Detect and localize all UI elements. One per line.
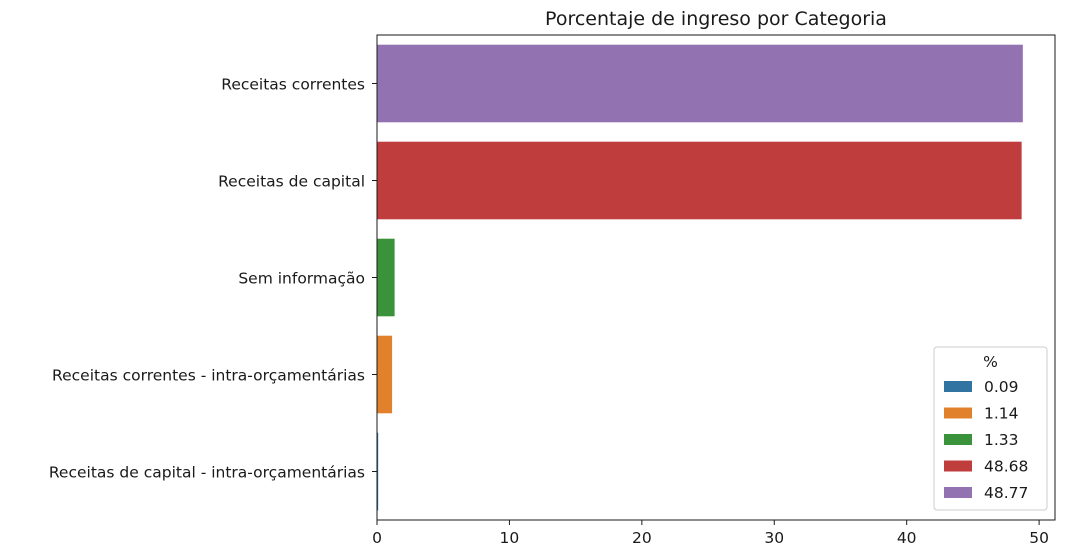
y-axis: Receitas correntes Receitas de capital Sem…	[49, 76, 377, 482]
x-tick-label: 30	[764, 529, 784, 547]
y-tick-label: Sem informação	[238, 270, 365, 288]
legend-swatch	[944, 434, 972, 445]
x-axis: 0 10 20 30 40 50	[372, 520, 1049, 547]
x-tick-label: 0	[372, 529, 382, 547]
bar-3	[377, 238, 395, 317]
legend-swatch	[944, 487, 972, 498]
chart-title: Porcentaje de ingreso por Categoria	[545, 8, 887, 30]
legend-label: 0.09	[984, 378, 1019, 396]
y-tick-label: Receitas correntes - intra-orçamentárias	[52, 367, 365, 385]
y-tick-label: Receitas correntes	[221, 76, 365, 94]
x-tick-label: 50	[1029, 529, 1049, 547]
legend: % 0.09 1.14 1.33 48.68 48.77	[933, 346, 1048, 511]
y-tick-label: Receitas de capital - intra-orçamentária…	[49, 464, 365, 482]
legend-label: 48.68	[984, 458, 1028, 476]
x-tick-label: 40	[897, 529, 917, 547]
legend-label: 48.77	[984, 484, 1028, 502]
legend-title: %	[983, 353, 998, 371]
bar-2	[377, 141, 1022, 220]
y-tick-label: Receitas de capital	[218, 173, 365, 191]
legend-swatch	[944, 407, 972, 419]
bar-1	[377, 44, 1023, 123]
bar-5	[377, 432, 379, 511]
x-tick-label: 10	[500, 529, 520, 547]
x-tick-label: 20	[632, 529, 652, 547]
bars-layer	[377, 44, 1023, 511]
legend-swatch	[944, 381, 972, 392]
legend-label: 1.14	[984, 405, 1019, 423]
bar-4	[377, 335, 393, 414]
legend-swatch	[944, 460, 972, 472]
legend-label: 1.33	[984, 431, 1019, 449]
